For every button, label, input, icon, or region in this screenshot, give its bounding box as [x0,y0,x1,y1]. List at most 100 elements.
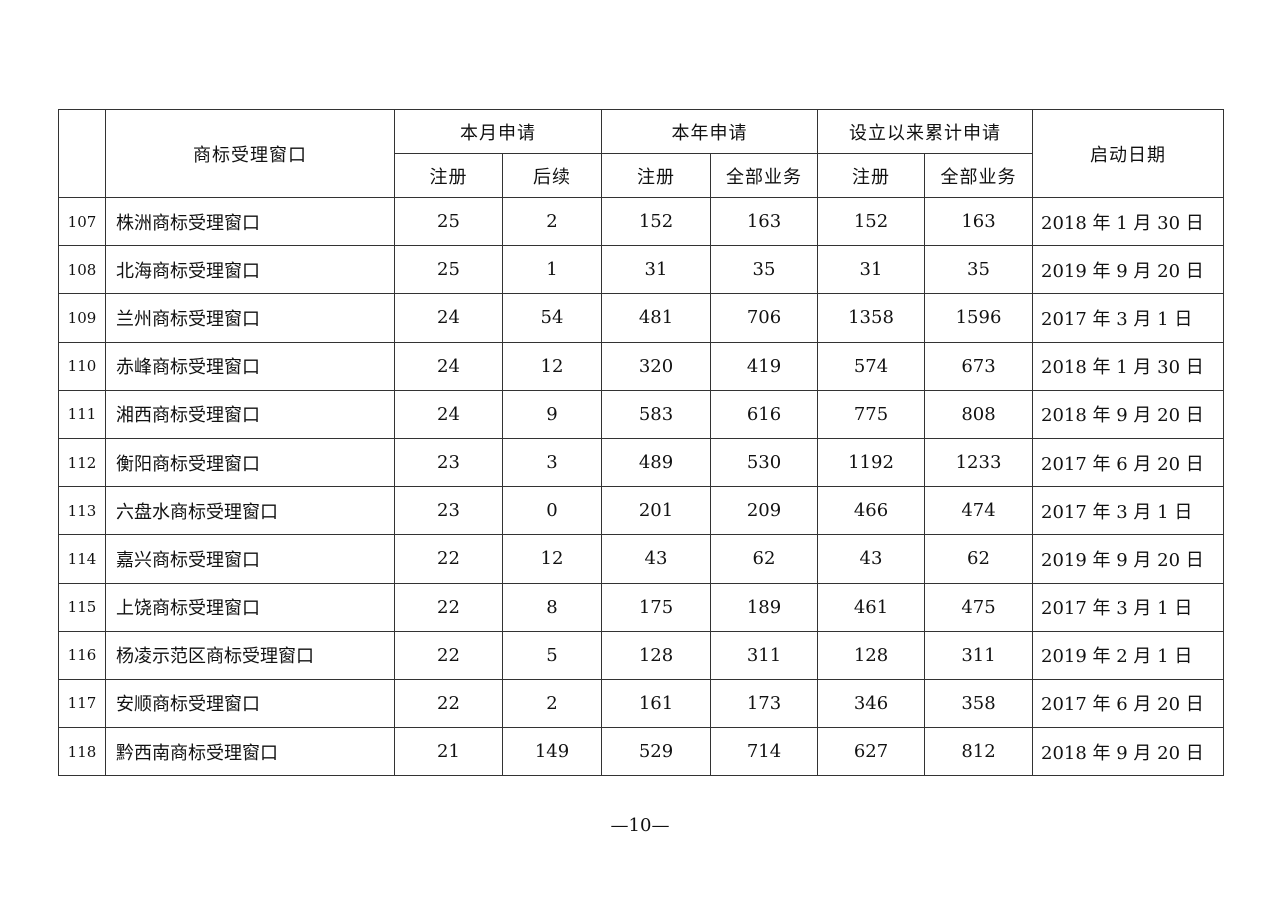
cum-all-cell: 358 [924,678,1033,729]
year-all-cell: 530 [710,437,818,488]
table-row: 108 北海商标受理窗口 25 1 31 35 31 35 2019 年 9 月 20 日 [58,245,1224,295]
month-register-cell: 21 [394,727,503,777]
year-all-cell: 189 [710,582,818,632]
month-followup-cell: 9 [502,389,602,439]
start-date-cell: 2018 年 1 月 30 日 [1032,196,1224,247]
month-register-cell: 25 [394,245,503,295]
window-name-cell: 安顺商标受理窗口 [105,678,395,729]
row-index-cell: 108 [58,245,106,295]
year-register-cell: 175 [601,582,711,632]
table-row: 118 黔西南商标受理窗口 21 149 529 714 627 812 2018 年 9 月 … [58,727,1224,777]
row-index-cell: 111 [58,389,106,439]
row-index-cell: 118 [58,727,106,777]
year-all-cell: 616 [710,389,818,439]
row-index-cell: 109 [58,293,106,343]
cum-register-cell: 775 [817,389,925,439]
month-register-cell: 23 [394,437,503,488]
month-followup-cell: 149 [502,727,602,777]
year-register-cell: 161 [601,678,711,729]
window-name-cell: 上饶商标受理窗口 [105,582,395,632]
month-register-cell: 24 [394,389,503,439]
year-all-cell: 209 [710,486,818,536]
start-date-cell: 2018 年 9 月 20 日 [1032,727,1224,777]
table-row: 115 上饶商标受理窗口 22 8 175 189 461 475 2017 年 3 月 1 日 [58,582,1224,632]
table-body: 107 株洲商标受理窗口 25 2 152 163 152 163 2018 年 1 月 30 … [58,196,1224,777]
year-register-cell: 529 [601,727,711,777]
cum-register-cell: 31 [817,245,925,295]
month-followup-cell: 2 [502,196,602,247]
cum-register-cell: 152 [817,196,925,247]
start-date-cell: 2019 年 2 月 1 日 [1032,630,1224,680]
window-name-cell: 赤峰商标受理窗口 [105,341,395,391]
month-register-cell: 22 [394,678,503,729]
window-name-cell: 北海商标受理窗口 [105,245,395,295]
year-register-cell: 201 [601,486,711,536]
cum-register-cell: 466 [817,486,925,536]
table-row: 112 衡阳商标受理窗口 23 3 489 530 1192 1233 2017 年 6 月 2… [58,437,1224,488]
cum-all-cell: 474 [924,486,1033,536]
table-row: 114 嘉兴商标受理窗口 22 12 43 62 43 62 2019 年 9 月 20 日 [58,534,1224,584]
trademark-window-table: 商标受理窗口 本月申请 本年申请 设立以来累计申请 启动日期 注册 后续 注册 … [58,109,1224,777]
month-register-cell: 23 [394,486,503,536]
cum-register-cell: 1192 [817,437,925,488]
month-followup-header: 后续 [502,153,602,198]
year-register-cell: 583 [601,389,711,439]
table-row: 107 株洲商标受理窗口 25 2 152 163 152 163 2018 年 1 月 30 … [58,196,1224,247]
month-followup-cell: 12 [502,341,602,391]
row-index-cell: 113 [58,486,106,536]
cum-register-header: 注册 [817,153,925,198]
year-register-cell: 43 [601,534,711,584]
cum-register-cell: 128 [817,630,925,680]
cum-all-cell: 163 [924,196,1033,247]
month-register-cell: 22 [394,582,503,632]
year-group-header: 本年申请 [601,109,818,154]
month-register-cell: 22 [394,534,503,584]
month-group-header: 本月申请 [394,109,602,154]
row-index-cell: 114 [58,534,106,584]
month-followup-cell: 2 [502,678,602,729]
year-register-header: 注册 [601,153,711,198]
start-date-header: 启动日期 [1032,109,1224,198]
year-all-cell: 714 [710,727,818,777]
cum-all-cell: 808 [924,389,1033,439]
cum-all-cell: 1596 [924,293,1033,343]
month-followup-cell: 3 [502,437,602,488]
row-index-cell: 116 [58,630,106,680]
year-register-cell: 31 [601,245,711,295]
cum-register-cell: 461 [817,582,925,632]
cum-all-cell: 812 [924,727,1033,777]
window-name-cell: 六盘水商标受理窗口 [105,486,395,536]
year-register-cell: 481 [601,293,711,343]
year-all-header: 全部业务 [710,153,818,198]
year-all-cell: 163 [710,196,818,247]
month-followup-cell: 0 [502,486,602,536]
start-date-cell: 2017 年 6 月 20 日 [1032,678,1224,729]
month-register-cell: 22 [394,630,503,680]
start-date-cell: 2018 年 1 月 30 日 [1032,341,1224,391]
cum-all-cell: 35 [924,245,1033,295]
window-name-cell: 嘉兴商标受理窗口 [105,534,395,584]
year-all-cell: 419 [710,341,818,391]
table-row: 117 安顺商标受理窗口 22 2 161 173 346 358 2017 年 6 月 20 … [58,678,1224,729]
page-number: —10— [610,815,670,836]
cum-all-cell: 62 [924,534,1033,584]
start-date-cell: 2017 年 3 月 1 日 [1032,293,1224,343]
window-name-cell: 杨凌示范区商标受理窗口 [105,630,395,680]
window-name-header: 商标受理窗口 [105,109,395,198]
cum-register-cell: 574 [817,341,925,391]
cum-all-header: 全部业务 [924,153,1033,198]
row-index-cell: 115 [58,582,106,632]
start-date-cell: 2017 年 6 月 20 日 [1032,437,1224,488]
year-all-cell: 35 [710,245,818,295]
month-followup-cell: 8 [502,582,602,632]
cum-all-cell: 475 [924,582,1033,632]
cum-register-cell: 43 [817,534,925,584]
start-date-cell: 2019 年 9 月 20 日 [1032,245,1224,295]
start-date-cell: 2017 年 3 月 1 日 [1032,486,1224,536]
table-row: 113 六盘水商标受理窗口 23 0 201 209 466 474 2017 年 3 月 1 … [58,486,1224,536]
window-name-cell: 兰州商标受理窗口 [105,293,395,343]
cum-all-cell: 311 [924,630,1033,680]
month-followup-cell: 1 [502,245,602,295]
year-all-cell: 311 [710,630,818,680]
year-all-cell: 62 [710,534,818,584]
